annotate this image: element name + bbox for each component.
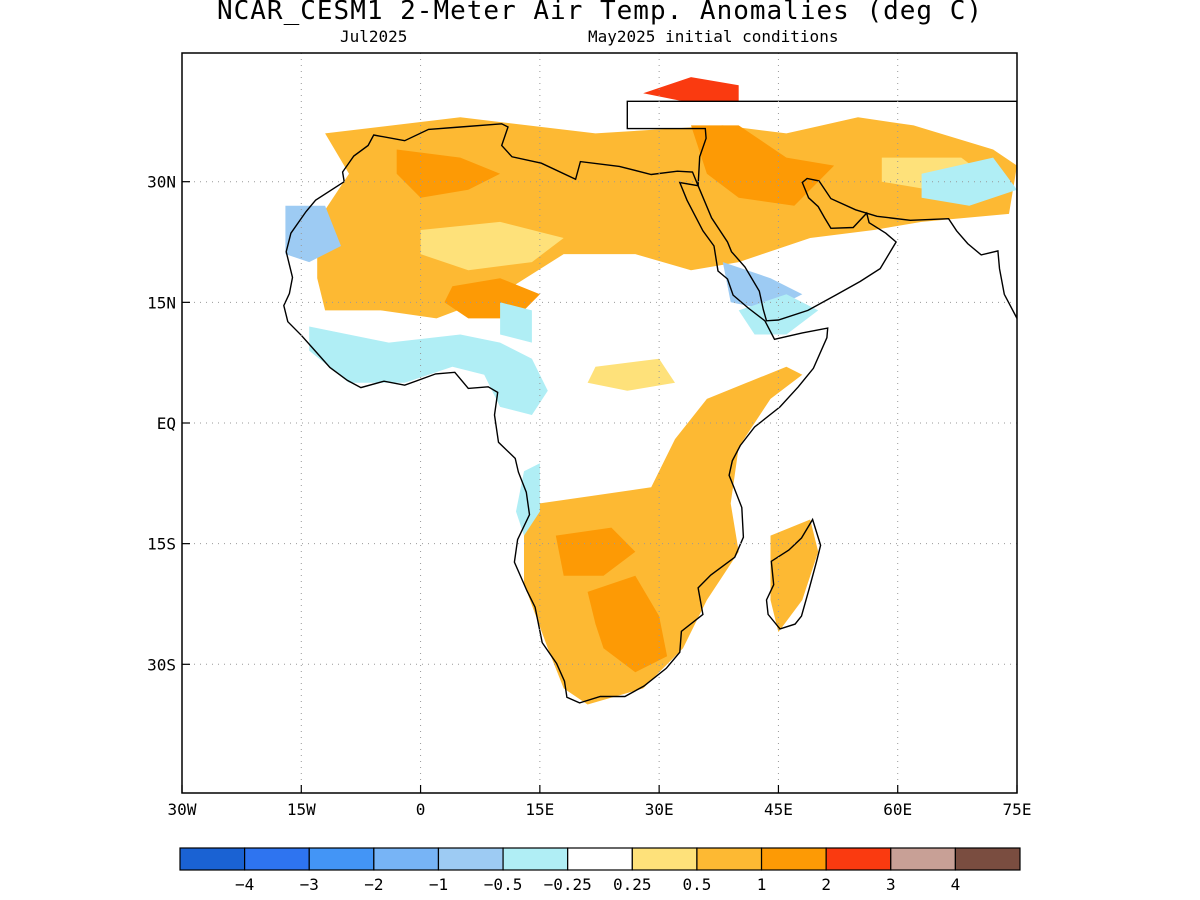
colorbar-swatch (502, 847, 569, 871)
lon-tick-label: 15W (287, 800, 316, 819)
colorbar-swatch (179, 847, 246, 871)
lon-tick-label: 30W (168, 800, 197, 819)
colorbar-swatch (696, 847, 763, 871)
colorbar-label: 0.25 (613, 875, 652, 894)
colorbar-label: 2 (821, 875, 831, 894)
lon-tick-label: 30E (645, 800, 674, 819)
colorbar-label: 3 (886, 875, 896, 894)
map-title: NCAR_CESM1 2-Meter Air Temp. Anomalies (… (216, 0, 984, 26)
colorbar-swatch (373, 847, 440, 871)
lat-tick-label: 30S (147, 655, 176, 674)
anomaly-shading-layer (285, 77, 1017, 705)
lon-tick-label: 0 (416, 800, 426, 819)
axis-ticks: 30W 15W 0 15E 30E 45E 60E 75E 30N 15N EQ 15S 30S (147, 173, 1031, 819)
lon-tick-label: 60E (883, 800, 912, 819)
colorbar-label: −3 (300, 875, 319, 894)
colorbar-swatch (437, 847, 504, 871)
madagascar-coastline (765, 517, 822, 630)
anomaly-region (587, 358, 675, 391)
africa-coastline (283, 123, 829, 704)
arabia-coastline (626, 100, 1017, 322)
colorbar-swatch (954, 847, 1021, 871)
colorbar-label: 0.5 (682, 875, 711, 894)
colorbar: −4 −3 −2 −1 −0.5 −0.25 0.25 0.5 1 2 3 4 (179, 847, 1021, 894)
initial-conditions-label: May2025 initial conditions (588, 27, 839, 46)
coastline-layer (283, 100, 1017, 704)
anomaly-region (396, 149, 501, 198)
anomaly-region (770, 519, 819, 633)
colorbar-swatch (308, 847, 375, 871)
anomaly-region (285, 205, 341, 263)
colorbar-label: 1 (757, 875, 767, 894)
colorbar-label: −1 (429, 875, 448, 894)
anomaly-region (921, 157, 1017, 206)
colorbar-swatch (890, 847, 956, 871)
colorbar-swatch (825, 847, 892, 871)
lat-tick-label: 15S (147, 535, 176, 554)
colorbar-swatch (760, 847, 827, 871)
lat-tick-label: 30N (147, 173, 176, 192)
anomaly-region (643, 77, 739, 102)
valid-month-label: Jul2025 (340, 27, 408, 46)
anomaly-region (738, 294, 819, 335)
anomaly-region (500, 302, 532, 343)
lat-tick-label: 15N (147, 293, 176, 312)
anomaly-region (691, 125, 835, 206)
colorbar-swatch (244, 847, 310, 871)
lon-tick-label: 45E (764, 800, 793, 819)
lon-tick-label: 75E (1003, 800, 1032, 819)
anomaly-region (317, 117, 1017, 319)
anomaly-region (555, 527, 636, 576)
lat-tick-label: EQ (157, 414, 176, 433)
anomaly-region (524, 366, 803, 705)
colorbar-label: −2 (364, 875, 383, 894)
anomaly-region (420, 221, 564, 271)
colorbar-swatch (631, 847, 698, 871)
colorbar-swatch (567, 847, 633, 871)
anomaly-region (587, 575, 668, 673)
colorbar-label: −4 (235, 875, 254, 894)
lon-tick-label: 15E (525, 800, 554, 819)
colorbar-label: −0.5 (484, 875, 523, 894)
colorbar-label: 4 (951, 875, 961, 894)
colorbar-label: −0.25 (544, 875, 592, 894)
anomaly-region (309, 326, 548, 415)
